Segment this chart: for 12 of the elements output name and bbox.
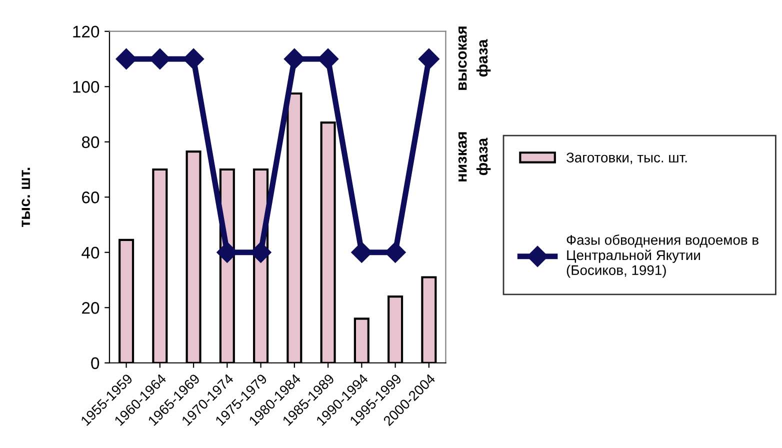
legend-label: Фазы обводнения водоемов в Центральной Якутии (Босиков, 1991) [566,234,758,278]
text: низкая фаза [458,132,491,182]
y-tick-label: 20 [82,302,100,314]
y-tick-label: 100 [73,81,100,93]
y-axis-title: тыс. шт. [22,168,30,228]
legend-label: Заготовки, тыс. шт. [566,152,687,164]
y-tick-label: 120 [73,26,100,38]
y-tick-label: 80 [82,136,100,148]
y-tick-label: 40 [82,246,100,259]
y-tick-label: 60 [82,192,100,204]
text: высокая фаза [458,26,491,90]
y-tick-label: 0 [91,357,100,370]
